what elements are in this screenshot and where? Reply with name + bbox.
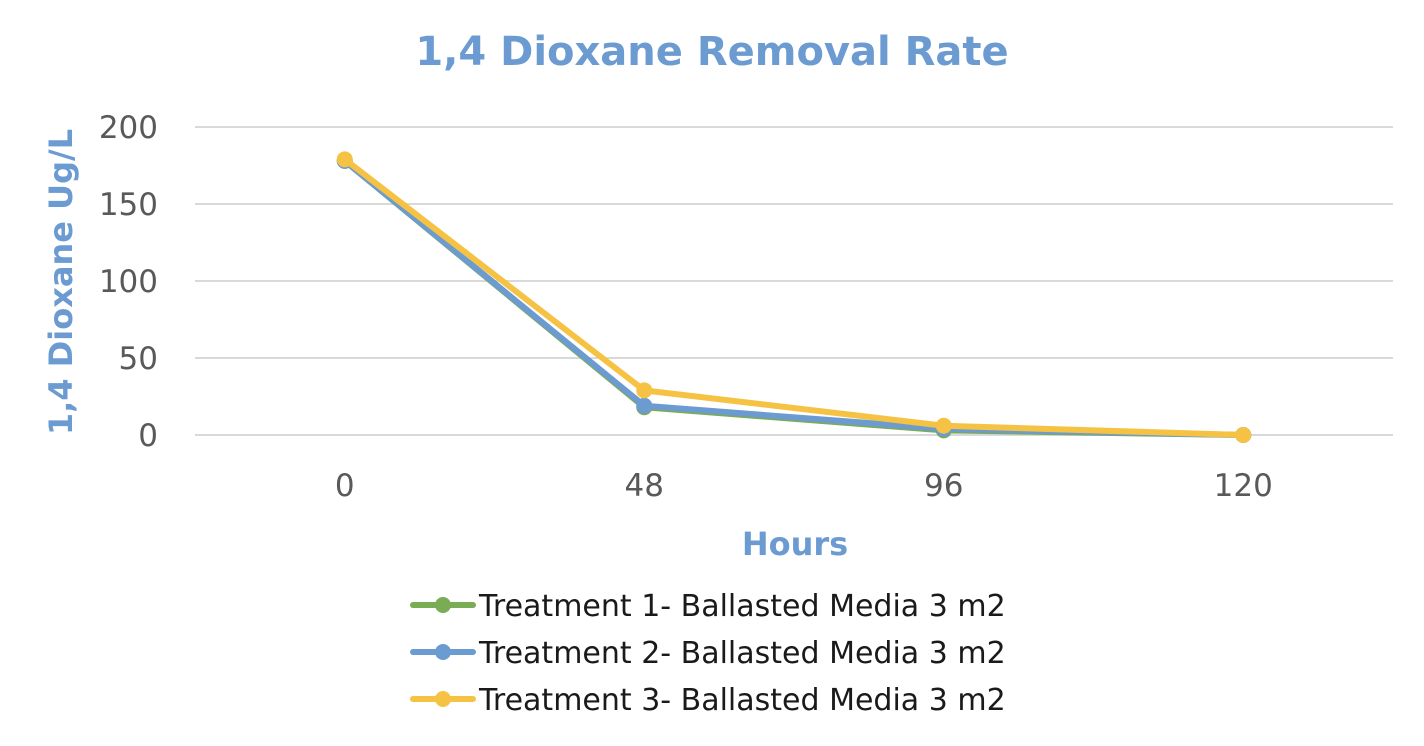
x-tick-label: 96 — [924, 468, 963, 504]
chart-title: 1,4 Dioxane Removal Rate — [415, 29, 1008, 75]
series-3 — [336, 151, 1252, 443]
y-tick-label: 150 — [99, 187, 158, 223]
gridlines — [195, 126, 1393, 436]
legend: Treatment 1- Ballasted Media 3 m2 Treatme… — [410, 589, 1006, 718]
series-3-point — [636, 382, 653, 399]
series-lines — [336, 151, 1252, 443]
y-tick-label: 200 — [99, 110, 158, 146]
x-axis-ticks: 0 48 96 120 — [335, 468, 1273, 504]
series-3-line — [341, 156, 1247, 438]
series-1 — [336, 152, 1252, 443]
legend-swatch-marker — [435, 644, 451, 660]
y-tick-label: 100 — [99, 264, 158, 300]
series-2-point — [636, 397, 653, 414]
legend-label: Treatment 2- Ballasted Media 3 m2 — [478, 636, 1006, 671]
series-3-point — [935, 417, 952, 434]
x-tick-label: 0 — [335, 468, 355, 504]
legend-item: Treatment 3- Ballasted Media 3 m2 — [410, 683, 1006, 718]
y-axis-title: 1,4 Dioxane Ug/L — [42, 129, 80, 435]
x-tick-label: 120 — [1214, 468, 1273, 504]
series-3-point — [336, 151, 353, 168]
series-1-line — [341, 157, 1247, 438]
series-2 — [336, 152, 1252, 443]
x-tick-label: 48 — [625, 468, 664, 504]
legend-label: Treatment 1- Ballasted Media 3 m2 — [478, 589, 1006, 624]
legend-label: Treatment 3- Ballasted Media 3 m2 — [478, 683, 1006, 718]
y-tick-label: 0 — [138, 418, 158, 454]
legend-item: Treatment 2- Ballasted Media 3 m2 — [410, 636, 1006, 671]
legend-swatch-marker — [435, 691, 451, 707]
y-tick-label: 50 — [119, 341, 158, 377]
legend-item: Treatment 1- Ballasted Media 3 m2 — [410, 589, 1006, 624]
y-axis-ticks: 0 50 100 150 200 — [99, 110, 158, 454]
series-3-point — [1235, 427, 1252, 443]
series-2-line — [341, 157, 1247, 438]
x-axis-title: Hours — [742, 525, 848, 563]
legend-swatch-marker — [435, 597, 451, 613]
